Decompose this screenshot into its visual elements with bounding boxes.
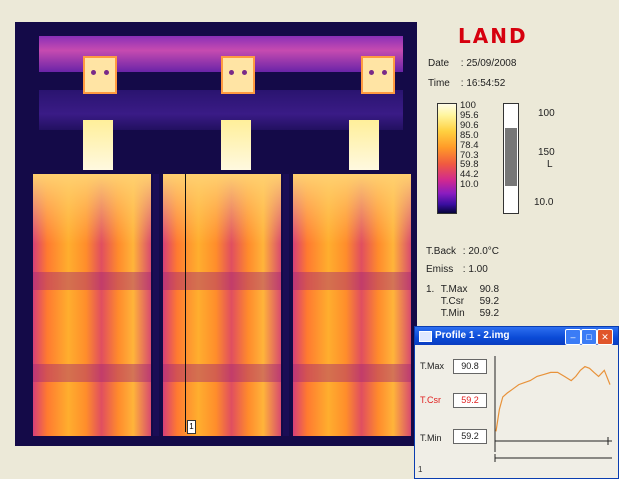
scale-label: 10.0	[460, 179, 479, 191]
span-mid-value: 150	[538, 147, 555, 158]
time-label: Time	[428, 78, 450, 89]
lead-left	[83, 120, 113, 170]
scale-label: 95.6	[460, 109, 479, 121]
emiss-value: : 1.00	[462, 264, 488, 275]
scale-label: 44.2	[460, 169, 479, 181]
emiss-label: Emiss	[426, 264, 454, 275]
tback-label: T.Back	[426, 246, 457, 257]
date-row: Date : 25/09/2008	[428, 58, 516, 69]
scale-label: 90.6	[460, 119, 479, 131]
level-span-bar[interactable]	[503, 103, 519, 214]
level-span-fill[interactable]	[505, 128, 517, 186]
profile-marker[interactable]: 1	[187, 420, 196, 434]
span-top-value: 100	[538, 108, 555, 119]
gap-right	[283, 174, 289, 436]
tback-row: T.Back : 20.0°C	[426, 246, 499, 257]
reading-name: T.Min	[440, 308, 465, 319]
reading-value: 59.2	[479, 308, 500, 319]
profile-tmin-label: T.Min	[420, 433, 442, 443]
scale-label: 100	[460, 100, 476, 111]
temperature-color-bar	[437, 103, 457, 214]
reading-value: 90.8	[479, 284, 500, 295]
point-readings: 1. T.Max 90.8 T.Csr 59.2 T.Min 59.2	[426, 284, 499, 320]
profile-window-title-bar[interactable]: Profile 1 - 2.img – □ ✕	[415, 327, 618, 345]
scale-label: 85.0	[460, 129, 479, 141]
capacitor-center	[163, 174, 281, 436]
capacitor-right	[293, 174, 411, 436]
lead-center	[221, 120, 251, 170]
tback-value: : 20.0°C	[462, 246, 500, 257]
span-bottom-value: 10.0	[534, 197, 554, 208]
terminal-right	[361, 56, 395, 94]
color-scale-labels: 100 95.6 90.6 85.0 78.4 70.3 59.8 44.2 1…	[460, 101, 490, 190]
land-logo: LAND	[458, 24, 528, 48]
lead-right	[349, 120, 379, 170]
span-mid-unit: L	[547, 159, 553, 170]
date-label: Date	[428, 58, 450, 69]
scale-label: 59.8	[460, 159, 479, 171]
profile-tcsr-value: 59.2	[453, 393, 487, 408]
profile-window[interactable]: Profile 1 - 2.img – □ ✕ T.Max 90.8 T.Csr…	[414, 326, 619, 479]
gap-left	[153, 174, 159, 436]
date-value: : 25/09/2008	[460, 58, 517, 69]
profile-curve	[495, 365, 611, 432]
maximize-icon[interactable]: □	[581, 329, 597, 345]
profile-tmax-value: 90.8	[453, 359, 487, 374]
profile-line[interactable]	[185, 174, 186, 432]
reading-value: 59.2	[479, 296, 500, 307]
time-value: : 16:54:52	[460, 78, 506, 89]
reading-index: 1.	[426, 284, 435, 295]
profile-tmin-value: 59.2	[453, 429, 487, 444]
profile-tcsr-label: T.Csr	[420, 395, 441, 405]
reading-name: T.Csr	[440, 296, 465, 307]
time-row: Time : 16:54:52	[428, 78, 505, 89]
profile-footer: 1	[418, 465, 423, 474]
thermal-image[interactable]: 1	[15, 22, 417, 446]
profile-chart[interactable]	[492, 354, 614, 466]
emiss-row: Emiss : 1.00	[426, 264, 488, 275]
profile-window-title: Profile 1 - 2.img	[435, 330, 510, 341]
terminal-center	[221, 56, 255, 94]
reading-name: T.Max	[440, 284, 468, 295]
reading-row: T.Csr 59.2	[426, 296, 499, 308]
reading-row: T.Min 59.2	[426, 308, 499, 320]
window-icon	[419, 331, 432, 342]
capacitor-left	[33, 174, 151, 436]
scale-label: 70.3	[460, 149, 479, 161]
reading-row: 1. T.Max 90.8	[426, 284, 499, 296]
terminal-left	[83, 56, 117, 94]
minimize-icon[interactable]: –	[565, 329, 581, 345]
profile-tmax-label: T.Max	[420, 361, 445, 371]
scale-label: 78.4	[460, 139, 479, 151]
close-icon[interactable]: ✕	[597, 329, 613, 345]
